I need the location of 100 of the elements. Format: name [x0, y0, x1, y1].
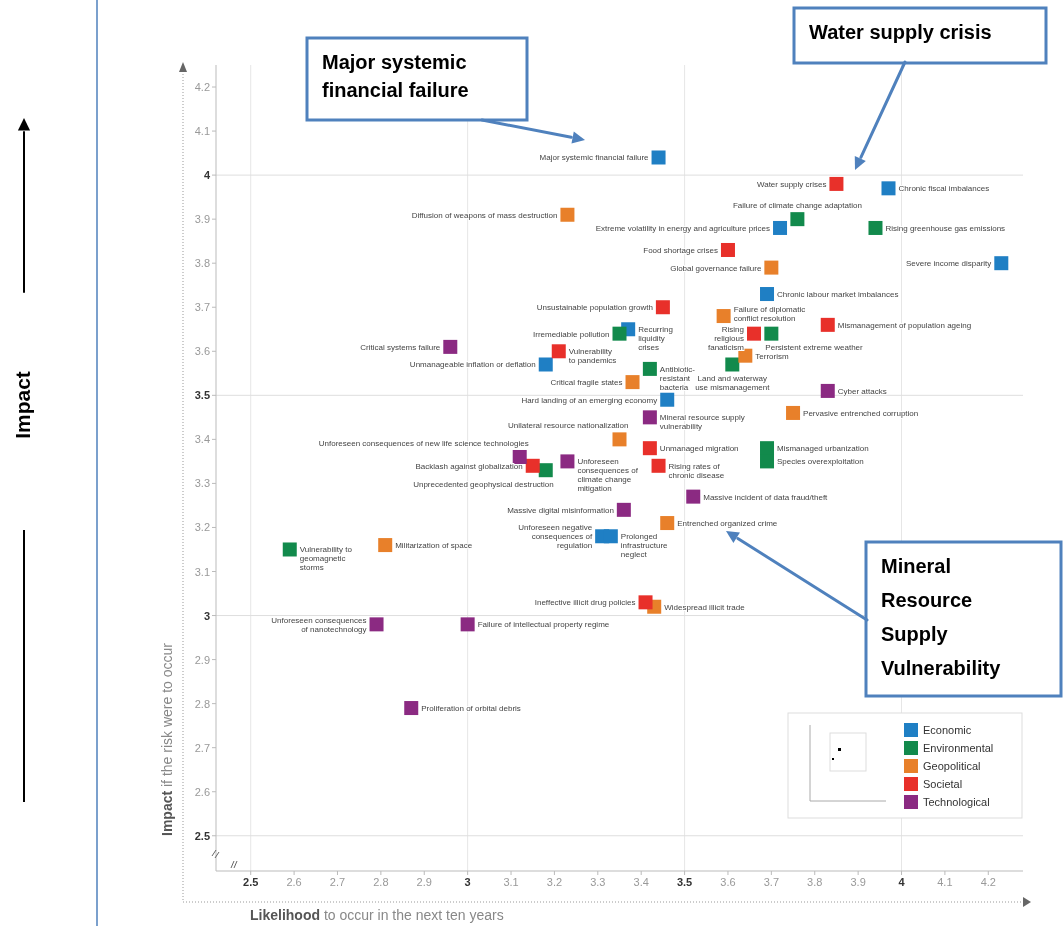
legend-label: Economic [923, 724, 972, 736]
y-tick-label: 3.5 [194, 389, 210, 402]
y-tick-label: 3 [203, 609, 210, 622]
point [642, 410, 657, 425]
y-tick-label: 3.2 [194, 521, 210, 534]
annotation: Unmanageable inflation or deflation [409, 360, 536, 370]
y-tick-label: 3.4 [194, 433, 210, 446]
point [760, 287, 775, 302]
annotation: Recurring liquidity crises [638, 325, 673, 353]
point [686, 489, 701, 504]
annotation: Food shortage crises [643, 245, 718, 255]
y-tick-label: 4.2 [194, 81, 210, 94]
point [760, 454, 775, 469]
annotation: Unforeseen consequences of new life science technologies [318, 438, 529, 448]
point [747, 326, 761, 341]
annotation: Vulnerability to pandemics [568, 347, 617, 366]
legend-label: Environmental [923, 742, 994, 754]
annotation: Massive incident of data fraud/theft [703, 492, 829, 502]
annotation: Mineral Resource Supply Vulnerability [881, 555, 1002, 679]
annotation: Chronic labour market imbalances [777, 290, 899, 300]
annotation: Extreme volatility in energy and agriculture prices [595, 223, 771, 233]
point [881, 181, 896, 196]
x-tick-label: 3.6 [720, 876, 736, 888]
x-tick-label: 2.7 [329, 876, 346, 888]
annotation: Ineffective illicit drug policies [534, 598, 636, 608]
annotation: Species overexploitation [777, 457, 864, 467]
point [760, 441, 775, 456]
annotation: Critical systems failure [360, 342, 441, 352]
annotation: Persistent extreme weather [765, 342, 864, 352]
point [660, 516, 675, 531]
annotation: Mineral resource supply vulnerability [659, 413, 745, 432]
annotation: Militarization of space [395, 541, 473, 551]
point [655, 300, 670, 315]
point [738, 348, 753, 363]
point [720, 242, 735, 257]
point [512, 449, 527, 464]
point [660, 392, 675, 407]
x-tick-label: 3.1 [503, 876, 519, 888]
point [642, 441, 657, 456]
y-tick-label: 3.3 [194, 477, 210, 490]
point [764, 326, 779, 341]
annotation: Land and waterway use mismanagement [695, 374, 771, 393]
point [994, 256, 1009, 271]
point [282, 542, 297, 557]
point [651, 458, 666, 473]
annotation: Entrenched organized crime [677, 519, 778, 529]
text: Water supply crisis [809, 21, 992, 43]
y-tick-label: 3.6 [194, 345, 210, 358]
point [460, 617, 475, 632]
annotation: Global governance failure [670, 263, 762, 273]
point [551, 344, 566, 359]
annotation: Mismanagement of population ageing [837, 320, 972, 330]
x-tick-label: 3.7 [763, 876, 779, 888]
x-tick-label: 3.2 [546, 876, 563, 888]
x-tick-label: 4 [898, 876, 906, 888]
annotation: Proliferation of orbital debris [421, 704, 521, 714]
y-tick-label: 2.9 [194, 653, 210, 666]
annotation: Hard landing of an emerging economy [521, 395, 658, 405]
y-tick-label: 2.5 [194, 829, 210, 842]
annotation: Irremediable pollution [533, 329, 610, 339]
point [560, 454, 575, 469]
point [786, 405, 801, 420]
point [616, 502, 631, 517]
point [773, 220, 788, 235]
x-tick-label: 3 [464, 876, 471, 888]
point [369, 617, 384, 632]
annotation: Cyber attacks [837, 386, 887, 396]
annotation: Pervasive entrenched corruption [803, 408, 919, 418]
point [625, 375, 640, 390]
annotation: Rising greenhouse gas emissions [885, 223, 1006, 233]
point [538, 357, 553, 372]
legend-label: Geopolitical [923, 760, 981, 772]
x-tick-label: 3.5 [676, 876, 693, 888]
point [525, 458, 540, 473]
annotation: Backlash against globalization [415, 461, 523, 471]
point [538, 463, 553, 478]
x-tick-label: 4.2 [980, 876, 996, 888]
text: Impact [11, 371, 34, 439]
annotation: Vulnerability to geomagnetic storms [299, 545, 353, 573]
annotation: Antibiotic-resistant bacteria [659, 364, 696, 392]
point [820, 383, 835, 398]
annotation: Widespread illicit trade [664, 602, 746, 612]
point [638, 595, 653, 610]
annotation: Prolonged infrastructure neglect [620, 532, 669, 560]
point [820, 317, 835, 332]
annotation: Failure of climate change adaptation [732, 201, 862, 211]
annotation: Rising rates of chronic disease [668, 461, 725, 480]
annotation: Water supply crises [756, 179, 827, 189]
annotation: Major systemic financial failure [322, 51, 469, 101]
x-tick-label: 2.9 [416, 876, 432, 888]
legend-label: Technological [923, 796, 990, 808]
y-tick-label: 2.8 [194, 697, 210, 710]
point [790, 212, 805, 227]
x-tick-label: 3.9 [850, 876, 866, 888]
x-tick-label: 3.3 [590, 876, 606, 888]
annotation: Terrorism [755, 351, 789, 361]
point [560, 207, 575, 222]
y-tick-label: 3.1 [194, 565, 210, 578]
point [651, 150, 666, 165]
annotation: Unprecedented geophysical destruction [413, 480, 554, 490]
